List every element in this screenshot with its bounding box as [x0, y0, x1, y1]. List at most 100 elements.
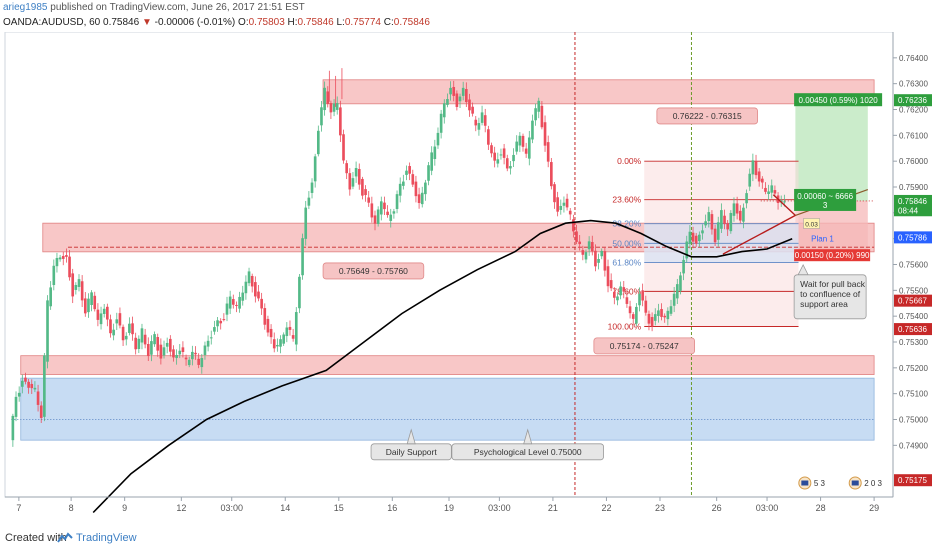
candle-body: [216, 320, 219, 327]
candle-body: [609, 280, 613, 289]
candle-body: [537, 100, 541, 112]
fib-level-label: 50.00%: [612, 238, 641, 248]
candle-body: [732, 203, 736, 216]
candle-body: [30, 383, 34, 389]
callout-pointer: [406, 428, 416, 445]
candle-body: [688, 231, 692, 244]
candle-body: [631, 314, 635, 319]
candle-body: [52, 265, 56, 286]
close-label: C:: [383, 17, 394, 28]
note-line: to confluence of: [800, 289, 861, 299]
candle-body: [241, 292, 245, 301]
x-tick-label: 28: [816, 503, 826, 513]
candle-body: [228, 296, 232, 309]
position-target-label[interactable]: 0.00450 (0.59%) 1020: [794, 93, 883, 107]
candle-body: [55, 258, 59, 267]
candle-body: [24, 377, 27, 382]
event-flag-icon-2[interactable]: 2 0 3: [848, 476, 883, 490]
y-tick-label: 0.76300: [899, 80, 928, 89]
candle-body: [197, 358, 200, 365]
label-daily-support[interactable]: Daily Support: [370, 428, 452, 461]
candle-body: [263, 308, 267, 325]
event-flag-icon-1[interactable]: 5 3: [798, 476, 826, 490]
callout-box: [322, 262, 425, 280]
candle-body: [449, 87, 452, 95]
position-stop-label[interactable]: 0.00150 (0.20%) 990: [794, 249, 871, 262]
candle-body: [386, 211, 389, 216]
candle-body: [266, 318, 270, 333]
price-chart[interactable]: 0.00%23.60%38.20%50.00%61.80%78.60%100.0…: [0, 32, 932, 527]
label-text: 3: [823, 201, 828, 210]
callout-text: Daily Support: [386, 447, 438, 457]
candle-body: [751, 160, 755, 175]
zone-daily-support[interactable]: [20, 377, 875, 441]
symbol-label[interactable]: OANDA:AUDUSD, 60: [3, 17, 101, 28]
candle-body: [572, 219, 575, 232]
candle-body: [540, 105, 544, 128]
candle-body: [512, 154, 515, 162]
moving-average-line[interactable]: [92, 219, 793, 514]
candle-body: [584, 252, 588, 260]
candle-body: [168, 338, 172, 352]
position-qty-label[interactable]: 0.03: [803, 218, 820, 229]
candle-body: [650, 317, 654, 327]
candle-body: [61, 255, 65, 259]
candle-body: [294, 312, 298, 345]
candle-body: [96, 309, 100, 320]
label-psych-level[interactable]: Psychological Level 0.75000: [451, 428, 604, 461]
price-badge[interactable]: 0.76236: [894, 94, 932, 107]
label-upper-zone[interactable]: 0.76222 - 0.76315: [656, 107, 758, 125]
candle-body: [250, 275, 254, 287]
badge-bg: [894, 294, 932, 307]
candle-body: [247, 271, 251, 284]
candle-body: [272, 339, 276, 349]
price-badge[interactable]: 0.75175: [894, 474, 932, 487]
author-link[interactable]: arieg1985: [3, 2, 48, 13]
candle-body: [77, 279, 81, 287]
zone-upper-resistance[interactable]: [322, 79, 875, 105]
candle-body: [395, 194, 399, 209]
candle-body: [354, 168, 358, 177]
candle-body: [254, 282, 257, 297]
badge-bg: [894, 474, 932, 487]
price-badge[interactable]: 08:44: [894, 204, 932, 217]
price-badge[interactable]: 0.75667: [894, 294, 932, 307]
candle-body: [710, 214, 714, 230]
projection-arrow-up[interactable]: [722, 214, 796, 255]
candle-body: [106, 306, 109, 320]
label-lower-zone[interactable]: 0.75174 - 0.75247: [593, 337, 695, 355]
callout-box: [793, 274, 867, 320]
x-tick-label: 03:00: [756, 503, 779, 513]
candle-body: [701, 230, 704, 234]
candle-body: [68, 256, 71, 278]
y-tick-label: 0.75400: [899, 312, 928, 321]
x-tick-label: 7: [16, 503, 21, 513]
tradingview-brand[interactable]: TradingView: [76, 532, 137, 544]
candle-body: [282, 334, 286, 344]
zone-lower-resistance[interactable]: [20, 355, 875, 375]
price-badge[interactable]: 0.75636: [894, 323, 932, 336]
label-middle-zone[interactable]: 0.75649 - 0.75760: [322, 262, 425, 280]
candle-body: [367, 197, 371, 203]
note-line: support area: [800, 299, 848, 309]
candle-body: [137, 338, 141, 349]
fib-level-label: 38.20%: [612, 219, 641, 229]
candle-body: [524, 148, 528, 154]
candle-body: [644, 300, 648, 313]
chart-header: arieg1985 published on TradingView.com, …: [0, 0, 932, 32]
candle-body: [660, 309, 663, 317]
candle-body: [679, 275, 682, 291]
position-profit-area[interactable]: [795, 100, 868, 201]
projection-arrow-down[interactable]: [772, 194, 796, 216]
y-tick-label: 0.76200: [899, 106, 928, 115]
candle-body: [550, 162, 553, 187]
candle-body: [619, 286, 622, 296]
price-badge[interactable]: 0.75846: [894, 194, 932, 207]
badge-text: 0.75786: [898, 233, 927, 242]
candle-body: [364, 189, 367, 196]
callout-text: 0.75649 - 0.75760: [339, 266, 408, 276]
price-badge[interactable]: 0.75786: [894, 231, 932, 244]
x-tick-label: 23: [655, 503, 665, 513]
